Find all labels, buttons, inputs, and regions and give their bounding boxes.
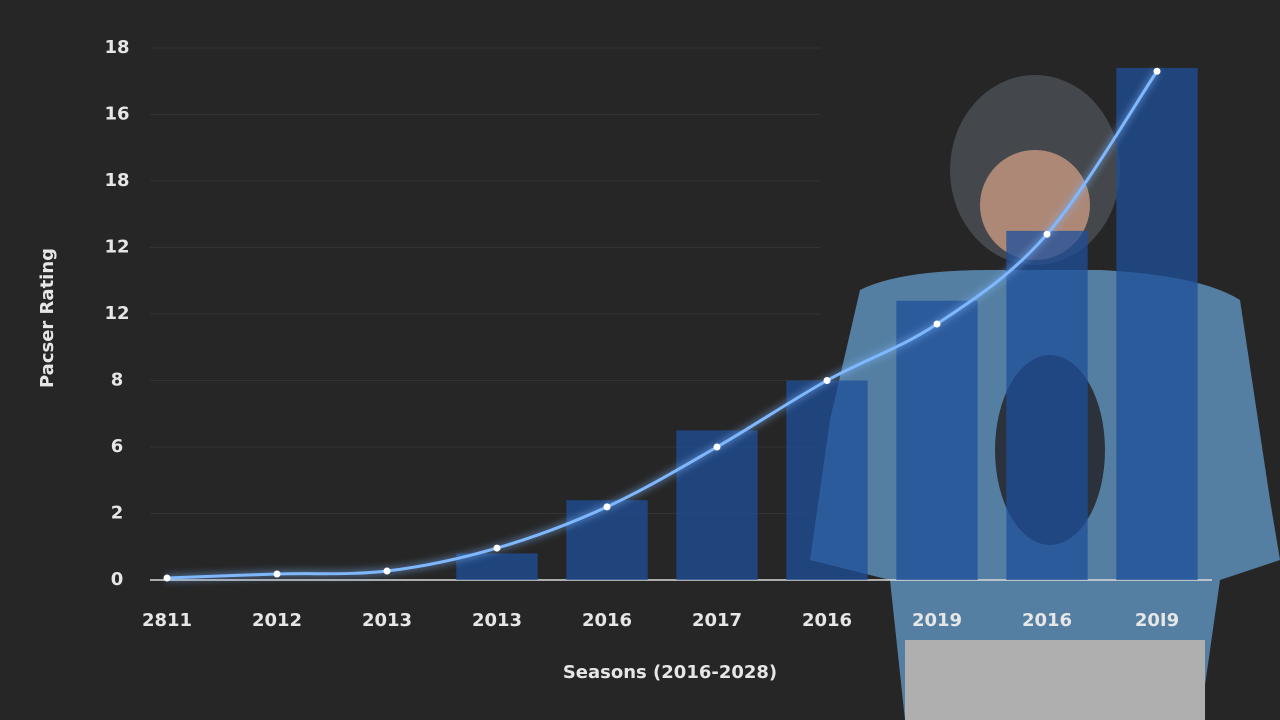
y-axis-title: Pacser Rating [37, 248, 58, 388]
bar [1116, 67, 1198, 580]
x-tick-label: 2013 [362, 610, 412, 631]
x-tick-label: 2013 [472, 610, 522, 631]
x-tick-label: 2016 [1022, 610, 1072, 631]
y-tick-label: 0 [111, 569, 124, 590]
x-tick-label: 2016 [802, 610, 852, 631]
x-tick-label: 2019 [912, 610, 962, 631]
bar [786, 380, 868, 580]
bar [896, 300, 978, 580]
line [166, 70, 1159, 580]
point [493, 544, 501, 552]
bar [566, 500, 648, 580]
y-tick-label: 8 [111, 370, 124, 391]
x-tick-label: 2811 [142, 610, 192, 631]
point [713, 443, 721, 451]
x-tick-label: 2017 [692, 610, 742, 631]
point [163, 574, 171, 582]
point [1153, 67, 1161, 75]
point [823, 377, 831, 384]
y-tick-label: 2 [111, 503, 124, 524]
point [933, 320, 941, 328]
y-tick-label: 18 [104, 37, 129, 58]
y-tick-label: 18 [104, 170, 129, 191]
y-tick-label: 12 [104, 303, 129, 324]
x-tick-label: 2012 [252, 610, 302, 631]
bar [456, 553, 538, 580]
point [1043, 230, 1051, 238]
y-tick-label: 12 [104, 237, 129, 258]
point [603, 503, 611, 511]
x-tick-label: 20I9 [1135, 610, 1179, 631]
x-axis-title: Seasons (2016-2028) [563, 662, 777, 683]
y-tick-label: 16 [104, 104, 129, 125]
bar [1006, 230, 1088, 580]
point [273, 570, 281, 578]
y-tick-label: 6 [111, 436, 124, 457]
bar [676, 430, 758, 580]
x-tick-label: 2016 [582, 610, 632, 631]
point [383, 567, 391, 575]
